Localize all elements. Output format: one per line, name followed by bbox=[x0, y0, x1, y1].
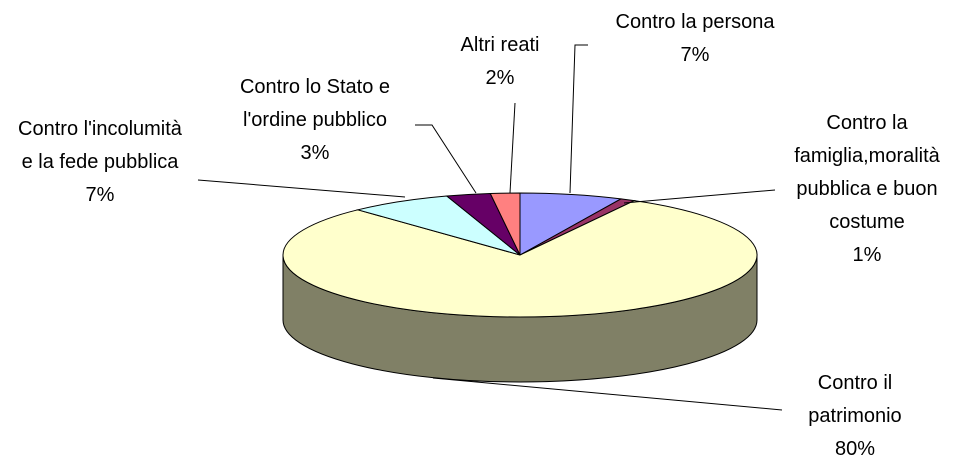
leader-line bbox=[415, 124, 477, 194]
category-label: Contro la persona bbox=[615, 11, 775, 33]
category-label: Altri reati bbox=[460, 34, 540, 56]
slice-tops bbox=[282, 192, 758, 318]
leader-line bbox=[197, 179, 406, 198]
category-label: Contro lo Stato e l'ordine pubblico bbox=[239, 76, 391, 131]
slice-label: Contro la famiglia,moralità pubblica e b… bbox=[780, 107, 955, 272]
value-label: 1% bbox=[852, 244, 882, 266]
value-label: 3% bbox=[300, 142, 330, 164]
leader-line bbox=[509, 102, 516, 194]
slice-label: Altri reati 2% bbox=[440, 29, 560, 95]
slice-label: Contro la persona 7% bbox=[580, 6, 810, 72]
slice bbox=[489, 192, 521, 256]
category-label: Contro l'incolumità e la fede pubblica bbox=[18, 118, 182, 173]
slice bbox=[355, 195, 521, 256]
slice bbox=[282, 200, 758, 318]
leader-line bbox=[569, 44, 588, 194]
value-label: 7% bbox=[85, 184, 115, 206]
value-label: 7% bbox=[680, 44, 710, 66]
category-label: Contro la famiglia,moralità pubblica e b… bbox=[794, 112, 940, 233]
slice-label: Contro lo Stato e l'ordine pubblico 3% bbox=[223, 71, 408, 170]
slice-label: Contro il patrimonio 80% bbox=[793, 367, 918, 465]
category-label: Contro il patrimonio bbox=[808, 372, 902, 427]
value-label: 80% bbox=[834, 438, 876, 460]
slice bbox=[519, 192, 623, 256]
slice-label: Contro l'incolumità e la fede pubblica 7% bbox=[18, 113, 183, 212]
leader-line bbox=[623, 189, 776, 204]
value-label: 2% bbox=[485, 67, 515, 89]
leader-line bbox=[432, 377, 783, 411]
